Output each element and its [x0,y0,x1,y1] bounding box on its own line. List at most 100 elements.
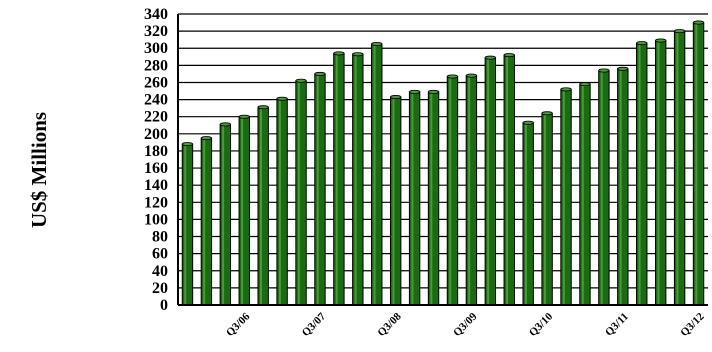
bar [257,106,269,306]
bar-cap [522,120,534,125]
bar [295,80,307,306]
bar-highlight [297,81,300,305]
bar [503,54,515,306]
y-tick-label: 160 [144,160,168,177]
bar-cap [465,73,477,78]
bar [352,53,364,306]
bar-highlight [562,90,565,304]
bar-cap [560,87,572,92]
bar-cap [674,29,686,34]
bar [465,75,478,306]
y-tick-labels: 0204060801001201401601802002202402602803… [144,6,168,314]
bar-highlight [354,55,357,304]
bar-highlight [392,98,395,304]
bar [219,123,232,306]
bar [541,112,553,306]
bar-highlight [203,139,206,304]
bar-cap [692,20,705,25]
bar-highlight [373,44,376,305]
bar [238,116,250,306]
bar-cap [390,95,402,100]
y-tick-label: 60 [152,246,168,263]
bar-highlight [638,44,641,304]
bar-cap [541,111,553,116]
y-tick-label: 40 [152,263,168,280]
bar-highlight [619,69,622,304]
bar-cap [352,52,364,57]
bar-cap [427,89,440,94]
bar [560,88,572,306]
x-tick-label: Q3/07 [300,310,329,339]
bar-cap [636,41,648,46]
bar-cap [238,114,250,119]
x-tick-label: Q3/06 [224,310,253,339]
bar [371,43,383,306]
bar [484,57,497,306]
bar [446,75,459,306]
bar-highlight [676,32,679,304]
bar-cap [617,66,629,71]
bar-highlight [657,41,660,305]
bar-highlight [487,58,490,305]
bar [408,91,421,306]
y-axis-label: US$ Millions [27,112,51,228]
bar-highlight [259,108,262,305]
bar-highlight [695,23,698,304]
bar-cap [446,74,459,79]
bar-cap [333,51,345,56]
bar [389,96,402,306]
bar-cap [276,96,288,101]
y-tick-label: 140 [144,177,168,194]
bar-highlight [468,76,471,304]
bar-cap [579,82,591,87]
bar-highlight [335,54,338,304]
bar [598,69,610,306]
bar [654,40,667,306]
y-tick-label: 340 [144,6,168,23]
bar-highlight [524,123,527,305]
bar-highlight [184,145,187,304]
bar-cap [314,71,326,76]
bar [692,22,705,306]
bar-highlight [430,92,433,305]
bar-cap [655,38,667,43]
x-tick-label: Q3/11 [603,311,631,339]
y-tick-label: 200 [144,126,168,143]
y-tick-label: 100 [144,211,168,228]
bar-highlight [581,85,584,305]
bar-highlight [241,117,244,305]
x-tick-labels: Q3/06 Q3/07 Q3/08 Q3/09 Q3/10 Q3/11 Q3/12 [224,310,707,339]
y-tick-label: 80 [152,229,168,246]
x-tick-label: Q3/12 [678,310,707,339]
bar-highlight [506,56,509,304]
bar-cap [484,55,496,60]
y-tick-label: 0 [160,297,168,314]
bar [673,30,686,306]
x-tick-label: Q3/08 [375,310,404,339]
y-tick-label: 280 [144,57,168,74]
bar [427,91,440,306]
bar-cap [598,68,610,73]
bar-cap [503,53,515,58]
bar-cap [219,122,231,127]
bars [181,20,705,306]
bar [181,143,194,306]
bar-cap [409,89,421,94]
bar [522,122,534,306]
y-tick-label: 300 [144,40,168,57]
bar-highlight [222,125,225,305]
bar-highlight [449,77,452,305]
y-tick-label: 120 [144,194,168,211]
bar [314,73,326,306]
axes [177,14,708,306]
y-tick-label: 20 [152,280,168,297]
x-tick-label: Q3/10 [527,310,556,339]
bar-cap [371,41,383,46]
y-tick-label: 320 [144,23,168,40]
y-tick-label: 220 [144,109,168,126]
bar-cap [181,142,194,147]
bar [276,98,288,306]
y-tick-label: 260 [144,74,168,91]
bar-cap [257,105,269,110]
